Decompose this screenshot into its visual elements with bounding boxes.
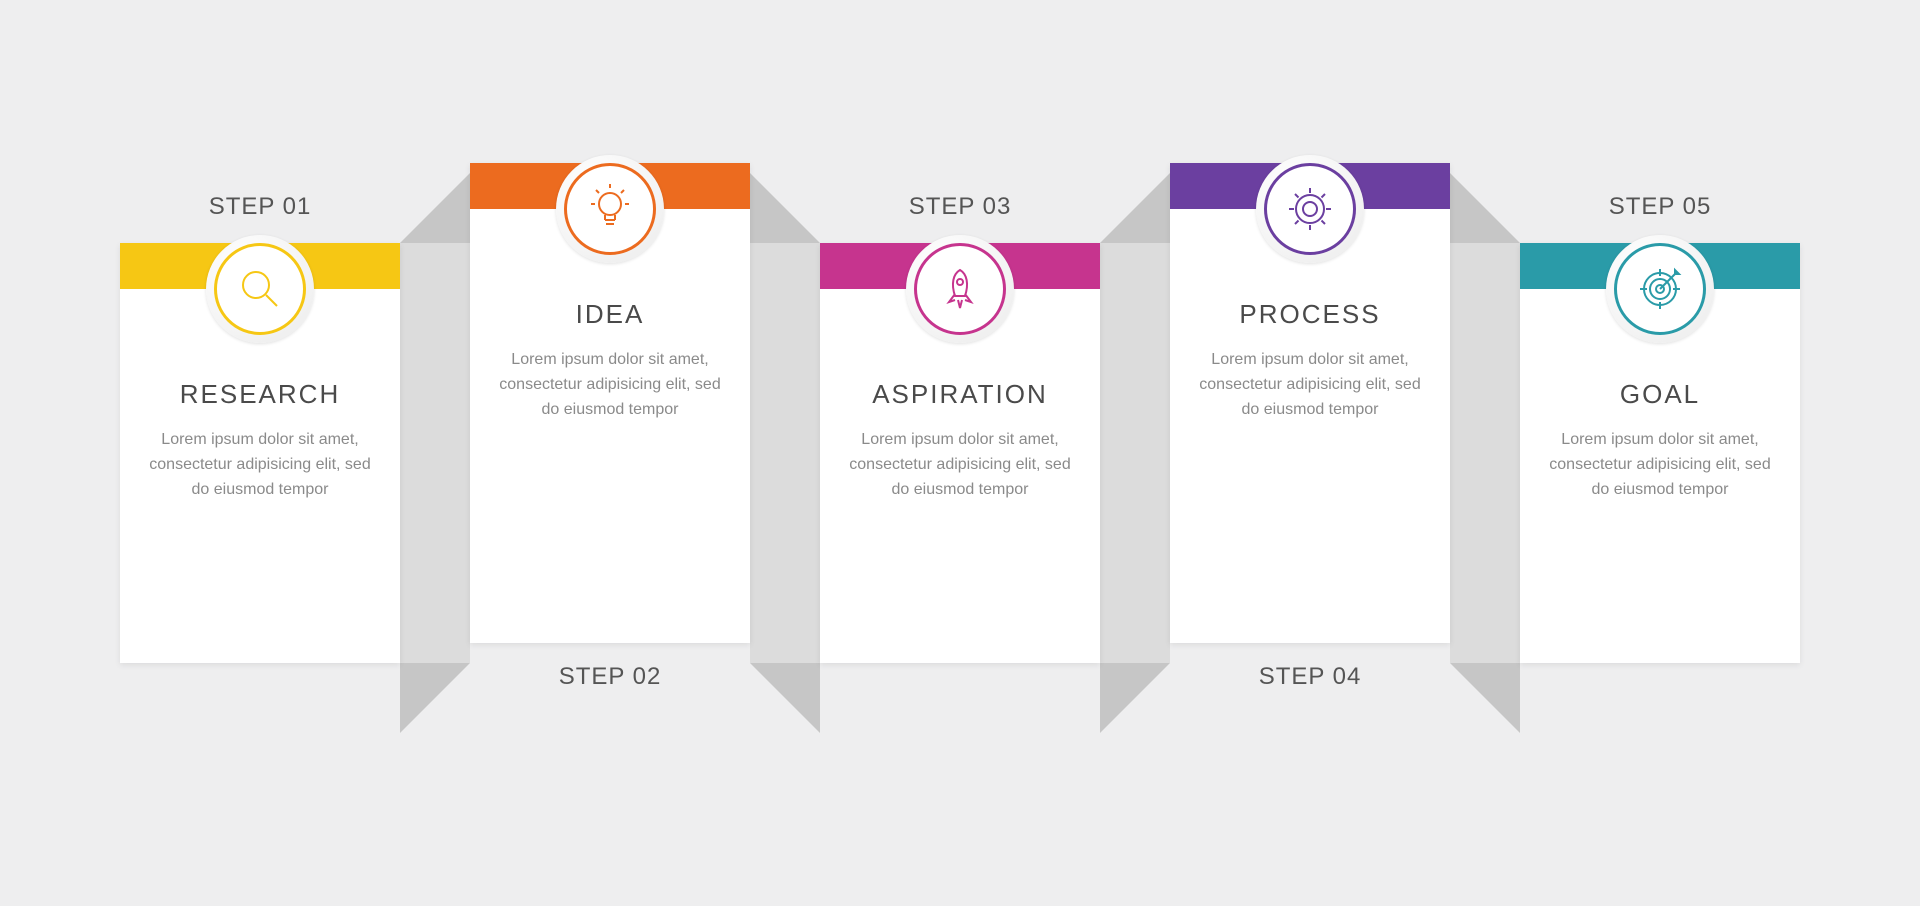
- card-title-4: PROCESS: [1196, 299, 1424, 330]
- icon-circle-2: [556, 155, 664, 263]
- card-title-5: GOAL: [1546, 379, 1774, 410]
- connector-3-4: [1100, 173, 1170, 733]
- icon-circle-5: [1606, 235, 1714, 343]
- magnifier-icon: [235, 264, 285, 314]
- card-desc-4: Lorem ipsum dolor sit amet, consectetur …: [1196, 348, 1424, 422]
- step-label-2: STEP 02: [470, 663, 750, 691]
- card-desc-3: Lorem ipsum dolor sit amet, consectetur …: [846, 428, 1074, 502]
- step-label-1: STEP 01: [120, 193, 400, 221]
- connector-4-5: [1450, 173, 1520, 733]
- target-icon: [1635, 264, 1685, 314]
- step-label-3: STEP 03: [820, 193, 1100, 221]
- infographic-stage: STEP 01 RESEARCH Lorem ipsum dolor sit a…: [120, 133, 1800, 773]
- card-title-3: ASPIRATION: [846, 379, 1074, 410]
- connector-2-3: [750, 173, 820, 733]
- lightbulb-icon: [585, 184, 635, 234]
- card-desc-1: Lorem ipsum dolor sit amet, consectetur …: [146, 428, 374, 502]
- icon-circle-1: [206, 235, 314, 343]
- card-desc-2: Lorem ipsum dolor sit amet, consectetur …: [496, 348, 724, 422]
- card-title-2: IDEA: [496, 299, 724, 330]
- gear-icon: [1285, 184, 1335, 234]
- step-label-4: STEP 04: [1170, 663, 1450, 691]
- icon-circle-4: [1256, 155, 1364, 263]
- rocket-icon: [935, 264, 985, 314]
- icon-circle-3: [906, 235, 1014, 343]
- card-desc-5: Lorem ipsum dolor sit amet, consectetur …: [1546, 428, 1774, 502]
- connector-1-2: [400, 173, 470, 733]
- card-title-1: RESEARCH: [146, 379, 374, 410]
- step-label-5: STEP 05: [1520, 193, 1800, 221]
